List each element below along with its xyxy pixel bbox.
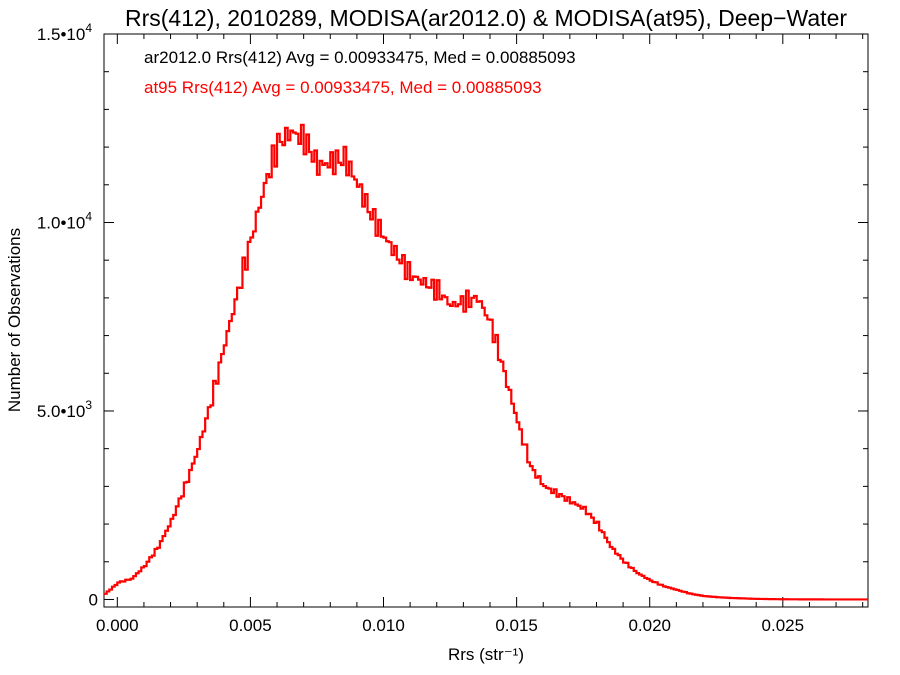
chart-title: Rrs(412), 2010289, MODISA(ar2012.0) & MO… (125, 5, 847, 31)
x-tick-label: 0.010 (362, 616, 405, 635)
y-tick-label-exponent: 4 (85, 209, 92, 223)
series-line-0 (104, 123, 868, 601)
y-tick-label-base: 1.0•10 (37, 213, 86, 232)
plot-frame (103, 33, 869, 608)
series-layer (104, 123, 868, 601)
y-tick-label-exponent: 3 (85, 398, 92, 412)
x-tick-label: 0.000 (96, 616, 139, 635)
y-tick-label-exponent: 4 (85, 21, 92, 35)
legend-entry-at95: at95 Rrs(412) Avg = 0.00933475, Med = 0.… (144, 78, 542, 97)
y-tick-label: 5.0•103 (37, 398, 93, 421)
y-tick-label: 0 (89, 590, 98, 609)
y-tick-label: 1.5•104 (37, 21, 93, 44)
x-tick-label: 0.020 (628, 616, 671, 635)
y-tick-label: 1.0•104 (37, 209, 93, 232)
y-axis-label: Number of Observations (5, 228, 24, 412)
y-tick-label-base: 1.5•10 (37, 25, 86, 44)
y-tick-label-base: 0 (89, 590, 98, 609)
x-tick-label: 0.025 (762, 616, 805, 635)
legend-entry-ar2012: ar2012.0 Rrs(412) Avg = 0.00933475, Med … (144, 48, 576, 67)
x-tick-label: 0.015 (495, 616, 538, 635)
x-axis-label: Rrs (str⁻¹) (448, 645, 524, 664)
x-axis: 0.000 0.005 0.010 0.015 0.020 0.025 (96, 34, 864, 635)
x-tick-label: 0.005 (229, 616, 272, 635)
y-tick-label-base: 5.0•10 (37, 402, 86, 421)
